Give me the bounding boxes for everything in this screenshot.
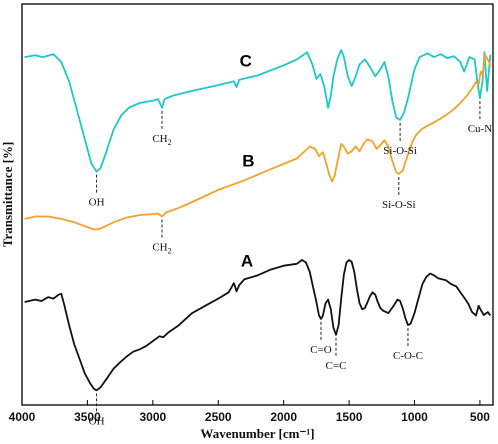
- annotation-label: Cu-N: [468, 123, 493, 135]
- series-a-label: A: [241, 251, 253, 270]
- series-c-line: [24, 49, 492, 173]
- annotations-layer: OHCH2Si-O-SiCu-NCH2Si-O-SiOHC=OC=CC-O-CC…: [89, 51, 493, 427]
- annotation-label: C=C: [326, 360, 347, 372]
- annotation-text: C-O-C: [393, 350, 423, 362]
- annotation-text: C=C: [326, 360, 347, 372]
- annotation-text: CH: [152, 241, 167, 253]
- series-b-line: [24, 53, 492, 231]
- x-tick-label: 2500: [205, 410, 232, 424]
- annotation-text: OH: [89, 415, 105, 427]
- y-axis-label: Transmittance [%]: [0, 142, 15, 248]
- annotation-subscript: 2: [168, 246, 172, 255]
- x-tick-label: 1000: [401, 410, 428, 424]
- annotation-label: OH: [89, 197, 105, 209]
- annotation-label: C=O: [310, 344, 332, 356]
- x-tick-label: 3000: [139, 410, 166, 424]
- series-c-label: C: [240, 51, 252, 70]
- annotation-text: Cu-N: [468, 123, 493, 135]
- annotation-text: Si-O-Si: [383, 145, 417, 157]
- annotation-text: Si-O-Si: [382, 199, 416, 211]
- x-tick-label: 3500: [74, 410, 101, 424]
- plot-frame: [21, 3, 494, 406]
- x-tick-label: 2000: [270, 410, 297, 424]
- annotation-text: C=O: [310, 344, 332, 356]
- annotation-label: OH: [89, 415, 105, 427]
- annotation-text: OH: [89, 197, 105, 209]
- plot-border: [21, 3, 494, 406]
- annotation-label: C-O-C: [393, 350, 423, 362]
- series-b-label: B: [242, 152, 254, 171]
- annotation-label: CH2: [152, 133, 171, 147]
- annotation-label: Si-O-Si: [382, 199, 416, 211]
- x-axis-label: Wavenumber [cm⁻¹]: [200, 426, 314, 441]
- annotation-subscript: 2: [168, 138, 172, 147]
- annotation-text: CH: [152, 133, 167, 145]
- series-a-line: [24, 259, 492, 392]
- x-axis-ticks: 4000 3500 3000 2500 2000 1500 1000 500: [9, 400, 490, 424]
- x-tick-label: 4000: [9, 410, 36, 424]
- x-tick-label: 1500: [336, 410, 363, 424]
- annotation-label: Si-O-Si: [383, 145, 417, 157]
- annotation-label: CH2: [152, 241, 171, 255]
- x-tick-label: 500: [470, 410, 490, 424]
- series-layer: [24, 49, 492, 392]
